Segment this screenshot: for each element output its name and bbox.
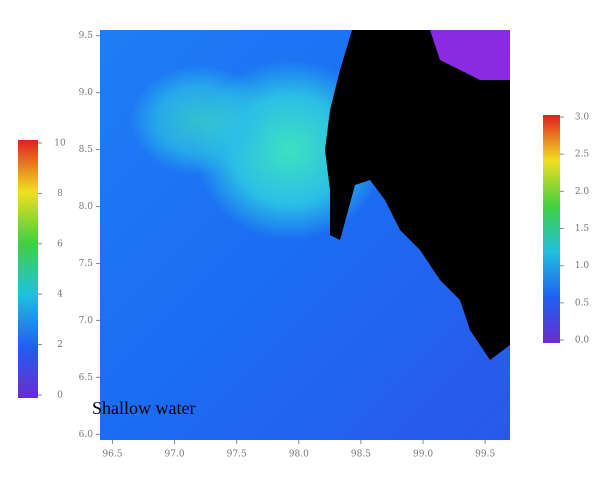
colorbar-tick-label: 0.0 xyxy=(575,336,590,346)
colorbar-tick-label: 8 xyxy=(57,189,63,199)
y-tick-label: 6.0 xyxy=(79,430,94,440)
colorbar-tick-label: 0.5 xyxy=(575,298,590,308)
colorbar-tick-label: 0 xyxy=(57,391,63,401)
y-tick-label: 8.0 xyxy=(79,202,94,212)
colorbar-tick-label: 2.5 xyxy=(575,150,590,160)
y-tick-label: 7.0 xyxy=(79,316,94,326)
y-tick-label: 6.5 xyxy=(79,373,94,383)
colorbar-tick-label: 1.0 xyxy=(575,261,590,271)
colorbar-tick-label: 2.0 xyxy=(575,187,590,197)
x-tick-label: 96.5 xyxy=(102,450,122,460)
x-tick-label: 97.0 xyxy=(165,450,185,460)
shelf xyxy=(130,65,270,175)
x-tick-label: 99.5 xyxy=(475,450,495,460)
x-tick-label: 98.0 xyxy=(289,450,309,460)
x-tick-label: 99.0 xyxy=(413,450,433,460)
colorbar xyxy=(18,140,38,398)
map xyxy=(100,30,510,440)
colorbar-tick-label: 2 xyxy=(57,340,63,350)
annotation: Shallow water xyxy=(92,398,195,418)
colorbar-tick-label: 1.5 xyxy=(575,224,590,234)
colorbar-tick-label: 6 xyxy=(57,239,63,249)
x-tick-label: 97.5 xyxy=(227,450,247,460)
figure: Shallow water 96.5 97.0 97.5 98.0 98.5 99.0 99… xyxy=(0,0,608,481)
y-tick-label: 8.5 xyxy=(79,145,94,155)
y-tick-label: 9.5 xyxy=(79,31,94,41)
colorbar xyxy=(543,115,560,343)
x-tick-label: 98.5 xyxy=(351,450,371,460)
y-tick-label: 7.5 xyxy=(79,259,94,269)
colorbar-tick-label: 4 xyxy=(57,290,63,300)
colorbar-tick-label: 3.0 xyxy=(575,113,590,123)
y-tick-label: 9.0 xyxy=(79,88,94,98)
colorbar-tick-label: 10 xyxy=(54,139,66,149)
